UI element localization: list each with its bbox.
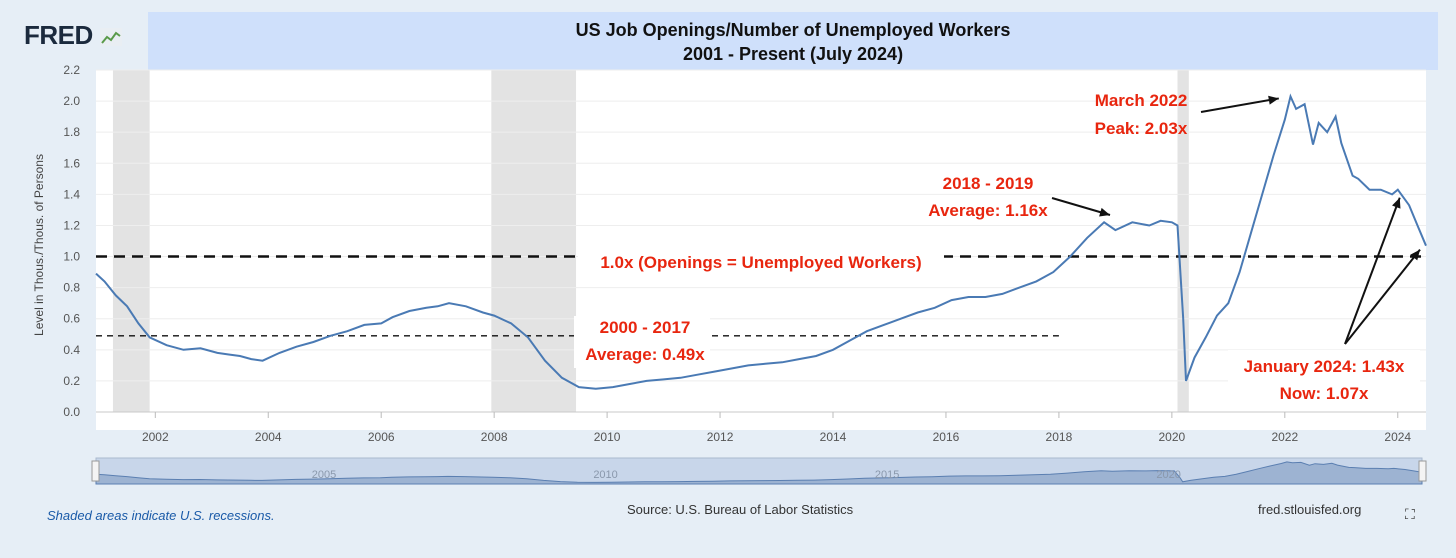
site-link[interactable]: fred.stlouisfed.org: [1258, 502, 1362, 517]
annotation-now-line1: January 2024: 1.43x: [1244, 357, 1405, 376]
arrow-head: [1099, 207, 1110, 217]
x-tick-label: 2020: [1159, 430, 1186, 444]
annotation-avg0017-line1: 2000 - 2017: [600, 318, 691, 337]
y-tick-label: 0.6: [63, 312, 80, 326]
annotation-peak-line1: March 2022: [1095, 91, 1188, 110]
x-tick-label: 2002: [142, 430, 169, 444]
avg-label-bg: [574, 316, 710, 368]
navigator-label: 2010: [593, 469, 617, 481]
navigator-label: 2020: [1156, 469, 1180, 481]
gridlines: [96, 69, 1426, 413]
ref-label-bg: [578, 248, 944, 272]
y-tick-label: 0.2: [63, 374, 80, 388]
x-tick-label: 2010: [594, 430, 621, 444]
ref-label-1x: 1.0x (Openings = Unemployed Workers): [600, 253, 921, 272]
chart-title-line2: 2001 - Present (July 2024): [682, 44, 904, 64]
recession-note: Shaded areas indicate U.S. recessions.: [47, 508, 275, 523]
x-tick-label: 2024: [1384, 430, 1411, 444]
plot-background: [96, 70, 1426, 430]
x-tick-label: 2018: [1046, 430, 1073, 444]
arrow-head: [1268, 95, 1279, 105]
arrow-head: [1392, 197, 1401, 209]
recession-band-0: [112, 70, 150, 412]
recession-shading: [112, 70, 1189, 412]
y-tick-label: 1.0: [63, 250, 80, 264]
navigator-handle-right[interactable]: [1418, 460, 1427, 482]
arrow-line: [1200, 97, 1279, 113]
arrow-head: [1410, 249, 1420, 261]
fred-logo[interactable]: FRED: [24, 20, 122, 51]
arrow-line: [1344, 197, 1401, 345]
x-tick-label: 2004: [255, 430, 282, 444]
navigator-handle-left[interactable]: [91, 460, 100, 482]
x-tick-label: 2006: [368, 430, 395, 444]
y-axis-ticks: 0.0 0.2 0.4 0.6 0.8 1.0 1.2 1.4 1.6 1.8 2.0 2.2: [63, 63, 80, 419]
chart-title-line1: US Job Openings/Number of Unemployed Wor…: [575, 20, 1011, 40]
series: [95, 93, 1427, 390]
y-tick-label: 0.4: [63, 343, 80, 357]
reference-lines: [96, 255, 1426, 337]
x-tick-label: 2012: [707, 430, 734, 444]
x-tick-label: 2014: [820, 430, 847, 444]
navigator-label: 2015: [875, 469, 899, 481]
x-tick-label: 2008: [481, 430, 508, 444]
navigator-series: [95, 461, 1423, 485]
annotation-avg1819-line2: Average: 1.16x: [928, 201, 1048, 220]
x-tick-label: 2022: [1271, 430, 1298, 444]
chart-title-band: US Job Openings/Number of Unemployed Wor…: [148, 12, 1438, 70]
chart-line-icon: [99, 28, 122, 46]
y-tick-label: 0.8: [63, 281, 80, 295]
series-line: [95, 93, 1427, 390]
annotation-peak-line2: Peak: 2.03x: [1095, 119, 1188, 138]
range-navigator: 2005 2010 2015 2020: [91, 457, 1427, 485]
y-tick-label: 2.2: [63, 63, 80, 77]
arrow-line: [1051, 197, 1111, 216]
y-tick-label: 1.6: [63, 156, 80, 170]
y-tick-label: 1.8: [63, 125, 80, 139]
annotations: 1.0x (Openings = Unemployed Workers) Marc…: [574, 91, 1421, 404]
recession-band-2: [1177, 70, 1189, 412]
annotation-now-line2: Now: 1.07x: [1280, 384, 1369, 403]
y-tick-label: 2.0: [63, 94, 80, 108]
source-text: Source: U.S. Bureau of Labor Statistics: [627, 502, 854, 517]
navigator-label: 2005: [312, 469, 336, 481]
arrow-line: [1344, 249, 1421, 345]
annotation-avg1819-line1: 2018 - 2019: [943, 174, 1034, 193]
recession-band-1: [491, 70, 577, 412]
now-label-bg: [1228, 350, 1420, 404]
y-axis-label: Level in Thous./Thous. of Persons: [32, 154, 46, 336]
x-axis-ticks: 2002 2004 2006 2008 2010 2012 2014 2016 2018 2020…: [142, 412, 1411, 444]
navigator-track: [95, 457, 1423, 485]
x-tick-label: 2016: [933, 430, 960, 444]
annotation-avg0017-line2: Average: 0.49x: [585, 345, 705, 364]
y-tick-label: 1.2: [63, 218, 80, 232]
expand-icon[interactable]: ⛶: [1405, 506, 1415, 522]
y-tick-label: 1.4: [63, 187, 80, 201]
y-tick-label: 0.0: [63, 405, 80, 419]
logo-text: FRED: [24, 20, 93, 50]
